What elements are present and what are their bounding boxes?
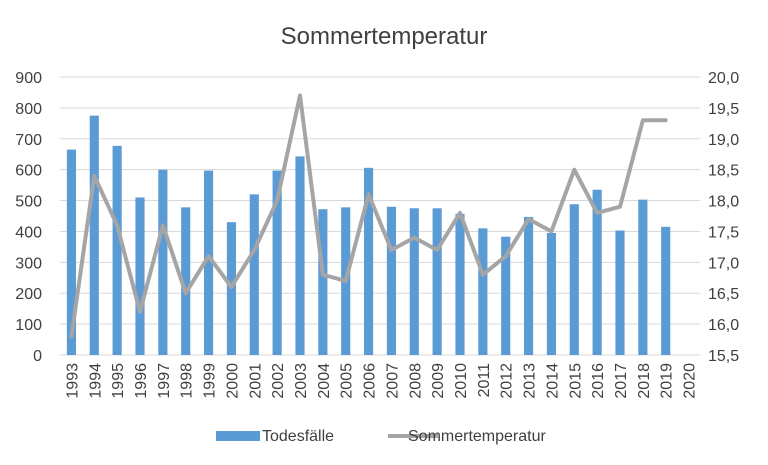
bar bbox=[524, 216, 534, 355]
right-y-tick-label: 19,5 bbox=[708, 101, 739, 118]
bar bbox=[272, 170, 282, 355]
bar bbox=[638, 199, 648, 355]
right-y-tick-label: 20,0 bbox=[708, 70, 739, 87]
bar bbox=[295, 156, 305, 355]
bar bbox=[592, 189, 602, 355]
bar bbox=[501, 236, 511, 355]
left-y-axis: 0 100 200 300 400 500 600 700 800 900 bbox=[15, 70, 42, 365]
x-tick-label: 2015 bbox=[567, 363, 584, 399]
bar bbox=[89, 115, 99, 355]
right-y-tick-label: 17,0 bbox=[708, 255, 739, 272]
x-tick-label: 2016 bbox=[590, 363, 607, 399]
left-y-tick-label: 200 bbox=[15, 286, 42, 303]
left-y-tick-label: 0 bbox=[33, 348, 42, 365]
left-y-tick-label: 300 bbox=[15, 255, 42, 272]
chart-title: Sommertemperatur bbox=[281, 23, 488, 50]
x-tick-label: 2017 bbox=[613, 363, 630, 399]
x-tick-label: 1997 bbox=[156, 363, 173, 399]
x-tick-label: 2006 bbox=[362, 363, 379, 399]
x-tick-label: 2009 bbox=[430, 363, 447, 399]
x-tick-label: 2014 bbox=[544, 363, 561, 399]
x-axis: 1993 1994 1995 1996 1997 1998 1999 2000 2001 2002… bbox=[64, 363, 698, 399]
legend-label-line: Sommertemperatur bbox=[408, 428, 546, 445]
bar bbox=[158, 169, 168, 355]
x-tick-label: 2013 bbox=[522, 363, 539, 399]
gridlines bbox=[60, 76, 700, 356]
bar bbox=[661, 226, 671, 355]
x-tick-label: 1994 bbox=[87, 363, 104, 399]
bar bbox=[364, 167, 374, 355]
left-y-tick-label: 700 bbox=[15, 132, 42, 149]
bar bbox=[455, 213, 465, 355]
right-y-tick-label: 18,0 bbox=[708, 194, 739, 211]
temperature-line bbox=[69, 93, 668, 339]
bar bbox=[478, 228, 488, 355]
left-y-tick-label: 900 bbox=[15, 70, 42, 87]
x-tick-label: 2003 bbox=[293, 363, 310, 399]
left-y-tick-label: 400 bbox=[15, 224, 42, 241]
x-tick-label: 2005 bbox=[339, 363, 356, 399]
x-tick-label: 2018 bbox=[636, 363, 653, 399]
x-tick-label: 2007 bbox=[384, 363, 401, 399]
x-tick-label: 2004 bbox=[316, 363, 333, 399]
x-tick-label: 1998 bbox=[179, 363, 196, 399]
x-tick-label: 2008 bbox=[407, 363, 424, 399]
legend: Todesfälle Sommertemperatur bbox=[216, 428, 546, 445]
bar bbox=[249, 194, 259, 355]
bar bbox=[386, 206, 396, 355]
right-y-tick-label: 19,0 bbox=[708, 132, 739, 149]
right-y-tick-label: 18,5 bbox=[708, 163, 739, 180]
left-y-tick-label: 800 bbox=[15, 101, 42, 118]
line-series bbox=[69, 93, 668, 339]
bar bbox=[135, 197, 145, 355]
bar bbox=[66, 149, 76, 355]
bar bbox=[204, 170, 214, 355]
x-tick-label: 2011 bbox=[476, 363, 493, 398]
right-y-tick-label: 16,5 bbox=[708, 286, 739, 303]
bar bbox=[112, 145, 122, 355]
bar bbox=[181, 207, 191, 355]
right-y-tick-label: 15,5 bbox=[708, 348, 739, 365]
bar-series bbox=[66, 115, 671, 355]
right-y-axis: 15,5 16,0 16,5 17,0 17,5 18,0 18,5 19,0 19,5 20,0 bbox=[708, 70, 739, 365]
x-tick-label: 1999 bbox=[202, 363, 219, 399]
bar bbox=[569, 204, 579, 355]
left-y-tick-label: 100 bbox=[15, 317, 42, 334]
bar bbox=[615, 230, 625, 355]
x-tick-label: 2000 bbox=[224, 363, 241, 399]
bar bbox=[432, 208, 442, 355]
x-tick-label: 1995 bbox=[110, 363, 127, 399]
x-tick-label: 2010 bbox=[453, 363, 470, 399]
x-tick-label: 2012 bbox=[499, 363, 516, 399]
legend-swatch-bars bbox=[216, 431, 260, 441]
x-tick-label: 2002 bbox=[270, 363, 287, 399]
x-tick-label: 2001 bbox=[247, 363, 264, 399]
left-y-tick-label: 500 bbox=[15, 194, 42, 211]
bar bbox=[409, 208, 419, 355]
x-tick-label: 2020 bbox=[682, 363, 699, 399]
legend-label-bars: Todesfälle bbox=[262, 428, 334, 445]
bar bbox=[318, 209, 328, 355]
right-y-tick-label: 16,0 bbox=[708, 317, 739, 334]
bar bbox=[546, 232, 556, 355]
left-y-tick-label: 600 bbox=[15, 163, 42, 180]
x-tick-label: 1996 bbox=[133, 363, 150, 399]
x-tick-label: 2019 bbox=[659, 363, 676, 399]
right-y-tick-label: 17,5 bbox=[708, 224, 739, 241]
x-tick-label: 1993 bbox=[64, 363, 81, 399]
